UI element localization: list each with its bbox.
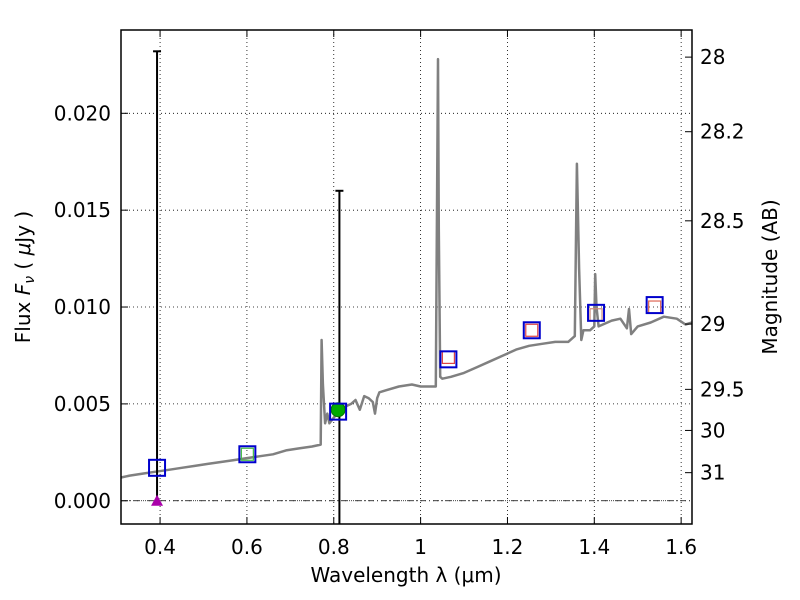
x-tick-label-4: 1.2 xyxy=(492,535,524,559)
y-tick-label-4: 0.020 xyxy=(54,101,111,125)
markers-group xyxy=(148,296,664,506)
right-tick-label-1: 28.2 xyxy=(700,120,745,144)
y-axis-right-label: Magnitude (AB) xyxy=(758,199,782,354)
observed-point-0 xyxy=(148,458,167,477)
right-tick-label-4: 29.5 xyxy=(700,377,745,401)
model-point-2 xyxy=(525,323,539,337)
observed-point-5 xyxy=(587,303,606,322)
right-tick-label-3: 29 xyxy=(700,312,725,336)
observed-point-6 xyxy=(645,296,664,315)
observed-point-2 xyxy=(329,402,348,421)
x-tick-label-1: 0.6 xyxy=(231,535,263,559)
plot-frame xyxy=(120,29,693,525)
detection-point xyxy=(330,402,346,418)
x-axis: 0.4 0.6 0.8 1 1.2 1.4 1.6 xyxy=(144,30,697,559)
right-tick-label-6: 31 xyxy=(700,461,725,485)
x-axis-label: Wavelength λ (μm) xyxy=(310,563,501,587)
upper-limit-point xyxy=(151,494,164,506)
model-point-0 xyxy=(240,447,254,461)
x-tick-label-0: 0.4 xyxy=(144,535,176,559)
model-spectrum-line xyxy=(120,57,693,479)
y-tick-label-2: 0.010 xyxy=(54,295,111,319)
x-tick-label-3: 1 xyxy=(414,535,427,559)
x-tick-label-5: 1.4 xyxy=(578,535,610,559)
x-tick-label-2: 0.8 xyxy=(318,535,350,559)
y-axis-right: 28 28.2 28.5 29 29.5 30 31 xyxy=(685,45,745,485)
observed-point-3 xyxy=(439,350,458,369)
right-tick-label-0: 28 xyxy=(700,45,725,69)
observed-point-4 xyxy=(522,321,541,340)
spectrum-group xyxy=(120,57,693,479)
observed-point-1 xyxy=(238,445,257,464)
right-tick-label-2: 28.5 xyxy=(700,209,745,233)
y-tick-label-3: 0.015 xyxy=(54,198,111,222)
y-tick-label-0: 0.000 xyxy=(54,489,111,513)
right-tick-label-5: 30 xyxy=(700,418,725,442)
x-tick-label-6: 1.6 xyxy=(665,535,697,559)
error-bars-group xyxy=(153,50,344,524)
y-tick-label-1: 0.005 xyxy=(54,392,111,416)
y-axis-left: 0.000 0.005 0.010 0.015 0.020 xyxy=(54,101,128,513)
